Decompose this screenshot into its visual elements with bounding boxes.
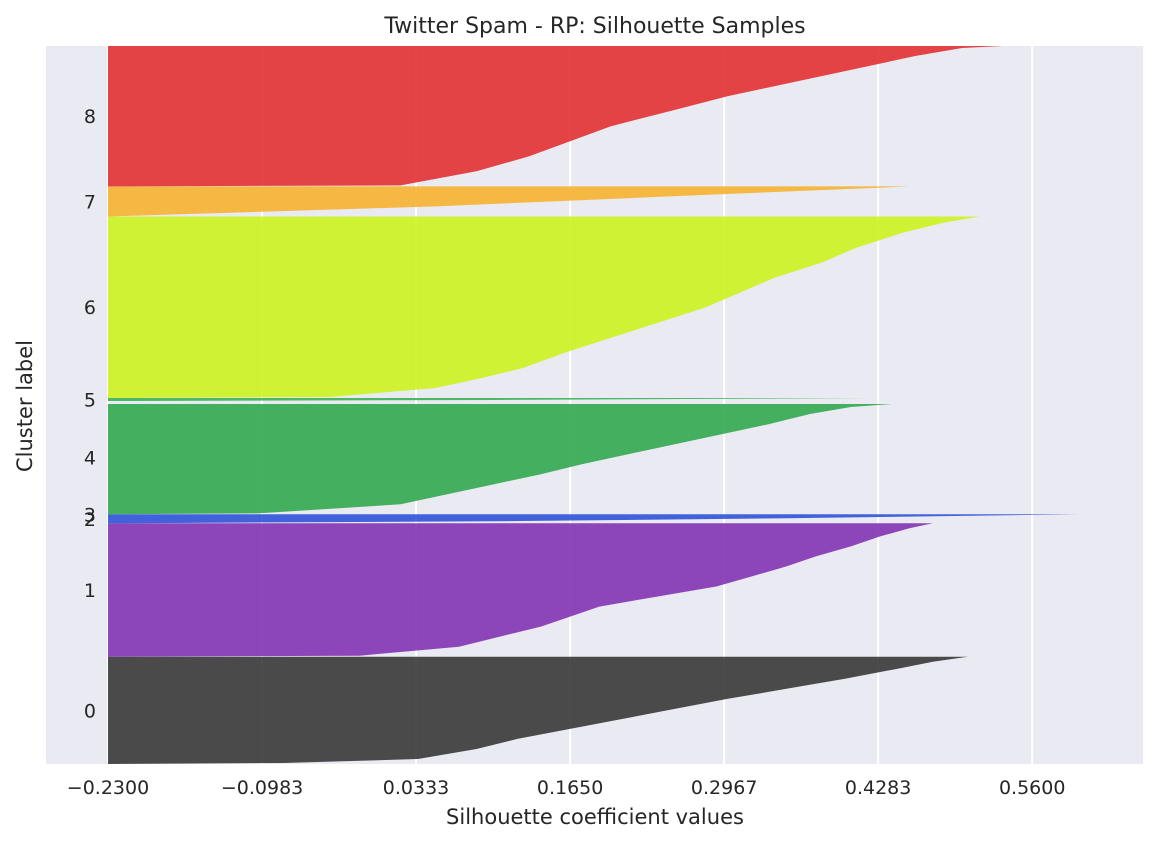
cluster-areas xyxy=(108,46,1079,764)
x-tick-label-3: 0.1650 xyxy=(537,777,603,799)
y-tick-label-0: 0 xyxy=(84,700,96,722)
y-tick-label-7: 7 xyxy=(84,191,96,213)
cluster-area-1 xyxy=(108,523,933,657)
y-tick-label-1: 1 xyxy=(84,580,96,602)
x-axis-title: Silhouette coefficient values xyxy=(446,805,744,829)
cluster-area-6 xyxy=(108,216,980,398)
cluster-area-2 xyxy=(108,514,1079,524)
y-tick-label-6: 6 xyxy=(84,297,96,319)
cluster-area-7 xyxy=(108,186,910,217)
cluster-area-8 xyxy=(108,46,1003,187)
y-tick-label-4: 4 xyxy=(84,448,96,470)
x-tick-labels: −0.2300 −0.0983 0.0333 0.1650 0.2967 0.4283 0.… xyxy=(67,777,1066,799)
y-axis-title: Cluster label xyxy=(13,340,37,472)
chart-title: Twitter Spam - RP: Silhouette Samples xyxy=(383,14,805,39)
x-tick-label-0: −0.2300 xyxy=(67,777,149,799)
x-tick-label-4: 0.2967 xyxy=(691,777,757,799)
y-tick-label-3: 3 xyxy=(84,504,96,526)
x-tick-label-2: 0.0333 xyxy=(383,777,449,799)
x-tick-label-1: −0.0983 xyxy=(221,777,303,799)
cluster-area-0 xyxy=(108,656,968,764)
cluster-area-4 xyxy=(108,404,892,515)
x-tick-label-5: 0.4283 xyxy=(845,777,911,799)
y-tick-label-8: 8 xyxy=(84,106,96,128)
x-tick-label-6: 0.5600 xyxy=(999,777,1065,799)
cluster-area-5 xyxy=(108,398,869,401)
y-tick-label-5: 5 xyxy=(84,389,96,411)
y-tick-label-2: 2 xyxy=(84,509,96,531)
